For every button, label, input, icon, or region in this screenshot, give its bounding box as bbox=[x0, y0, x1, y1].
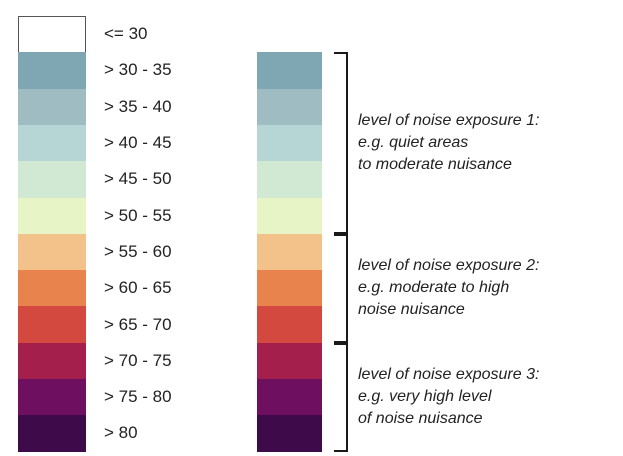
exposure-group-line: e.g. very high level bbox=[358, 388, 492, 406]
legend-range-label: > 65 - 70 bbox=[104, 314, 172, 334]
exposure-group-label: level of noise exposure 1: e.g. quiet are… bbox=[358, 110, 539, 176]
legend-range-label: > 40 - 45 bbox=[104, 133, 172, 153]
legend-swatch bbox=[18, 270, 86, 307]
group-bracket-tick bbox=[334, 340, 348, 343]
exposure-group-label: level of noise exposure 2: e.g. moderate … bbox=[358, 255, 539, 321]
exposure-swatch bbox=[257, 306, 322, 344]
legend-swatch bbox=[18, 52, 86, 90]
exposure-group-line: level of noise exposure 2: bbox=[358, 257, 540, 275]
exposure-swatch bbox=[257, 197, 322, 235]
legend-range-label: > 80 bbox=[104, 423, 138, 443]
group-bracket-tick bbox=[334, 449, 348, 452]
exposure-swatch bbox=[257, 379, 322, 416]
legend-range-label: > 70 - 75 bbox=[104, 350, 172, 370]
legend-range-label: > 55 - 60 bbox=[104, 241, 172, 261]
legend-range-label: > 75 - 80 bbox=[104, 387, 172, 407]
legend-swatch bbox=[18, 306, 86, 344]
legend-range-label: > 60 - 65 bbox=[104, 278, 172, 298]
exposure-swatch bbox=[257, 52, 322, 90]
legend-swatch bbox=[18, 16, 86, 53]
group-bracket bbox=[346, 233, 348, 343]
legend-range-label: > 50 - 55 bbox=[104, 205, 172, 225]
group-bracket-tick bbox=[334, 342, 348, 345]
exposure-swatch bbox=[257, 415, 322, 453]
exposure-group-line: level of noise exposure 1: bbox=[358, 112, 540, 130]
legend-swatch bbox=[18, 233, 86, 271]
legend-range-label: <= 30 bbox=[104, 24, 148, 44]
exposure-swatch bbox=[257, 161, 322, 198]
exposure-swatch bbox=[257, 270, 322, 307]
group-bracket-tick bbox=[334, 52, 348, 55]
group-bracket bbox=[346, 342, 348, 452]
exposure-swatch bbox=[257, 342, 322, 380]
exposure-group-line: of noise nuisance bbox=[358, 410, 483, 428]
legend-range-label: > 45 - 50 bbox=[104, 169, 172, 189]
legend-swatch bbox=[18, 379, 86, 416]
legend-range-label: > 30 - 35 bbox=[104, 60, 172, 80]
legend-swatch bbox=[18, 88, 86, 126]
legend-swatch bbox=[18, 342, 86, 380]
exposure-group-line: noise nuisance bbox=[358, 301, 465, 319]
exposure-group-label: level of noise exposure 3: e.g. very high… bbox=[358, 364, 539, 430]
exposure-group-line: level of noise exposure 3: bbox=[358, 366, 540, 384]
group-bracket-tick bbox=[334, 233, 348, 236]
legend-swatch bbox=[18, 415, 86, 453]
group-bracket-tick bbox=[334, 231, 348, 234]
group-bracket bbox=[346, 52, 348, 234]
exposure-swatch bbox=[257, 233, 322, 271]
legend-swatch bbox=[18, 161, 86, 198]
exposure-group-line: to moderate nuisance bbox=[358, 156, 512, 174]
exposure-group-line: e.g. moderate to high bbox=[358, 279, 510, 297]
exposure-group-line: e.g. quiet areas bbox=[358, 134, 469, 152]
exposure-swatch bbox=[257, 88, 322, 126]
legend-swatch bbox=[18, 197, 86, 235]
legend-swatch bbox=[18, 124, 86, 162]
legend-range-label: > 35 - 40 bbox=[104, 96, 172, 116]
exposure-swatch bbox=[257, 124, 322, 162]
